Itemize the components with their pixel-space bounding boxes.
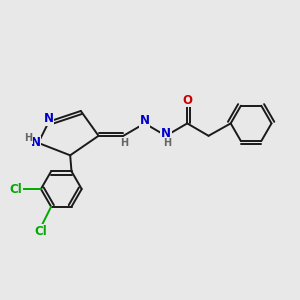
Text: H: H bbox=[120, 138, 128, 148]
Text: Cl: Cl bbox=[34, 225, 47, 238]
Text: H: H bbox=[24, 134, 33, 143]
Text: Cl: Cl bbox=[10, 182, 22, 196]
Text: N: N bbox=[44, 112, 54, 125]
Text: N: N bbox=[31, 136, 40, 149]
Text: N: N bbox=[161, 127, 171, 140]
Text: O: O bbox=[182, 94, 192, 107]
Text: N: N bbox=[140, 114, 150, 127]
Text: H: H bbox=[163, 138, 171, 148]
